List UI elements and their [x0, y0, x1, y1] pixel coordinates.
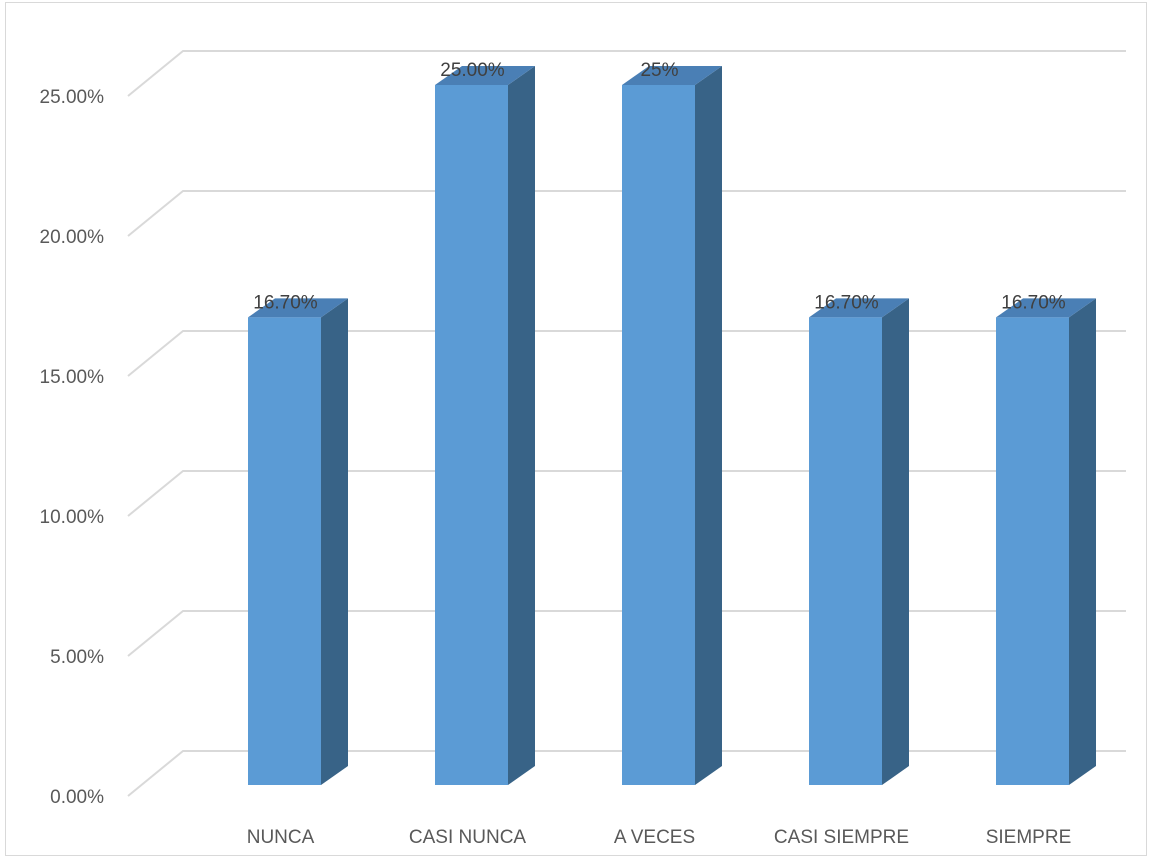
data-label: 25.00% [440, 60, 505, 81]
bar-side-face [695, 66, 722, 785]
x-category-label: SIEMPRE [986, 827, 1072, 848]
data-label: 16.70% [1001, 292, 1066, 313]
data-label: 25% [640, 60, 678, 81]
bar [996, 298, 1096, 785]
y-tick-label: 25.00% [40, 87, 105, 108]
bar-side-face [321, 298, 348, 785]
x-category-label: CASI SIEMPRE [774, 827, 909, 848]
bars [248, 66, 1096, 785]
y-axis-ticks: 0.00% 5.00% 10.00% 15.00% 20.00% 25.00% [40, 87, 105, 808]
chart-area: 0.00% 5.00% 10.00% 15.00% 20.00% 25.00% 16.70… [5, 2, 1147, 856]
bar-front-face [622, 85, 695, 785]
data-label: 16.70% [814, 292, 879, 313]
y-tick-label: 10.00% [40, 507, 105, 528]
bar [622, 66, 722, 785]
x-category-label: NUNCA [247, 827, 315, 848]
bar-chart-svg: 0.00% 5.00% 10.00% 15.00% 20.00% 25.00% 16.70… [6, 3, 1146, 855]
y-tick-label: 20.00% [40, 227, 105, 248]
x-category-label: CASI NUNCA [409, 827, 527, 848]
bar-front-face [809, 317, 882, 785]
bar-side-face [508, 66, 535, 785]
bar [435, 66, 535, 785]
x-axis-categories: NUNCA CASI NUNCA A VECES CASI SIEMPRE SIEMPR… [247, 827, 1072, 848]
y-tick-label: 0.00% [50, 787, 104, 808]
bar-side-face [1069, 298, 1096, 785]
bar [809, 298, 909, 785]
data-label: 16.70% [253, 292, 318, 313]
y-tick-label: 15.00% [40, 367, 105, 388]
bar-front-face [248, 317, 321, 785]
bar-front-face [435, 85, 508, 785]
bar [248, 298, 348, 785]
x-category-label: A VECES [614, 827, 695, 848]
bar-side-face [882, 298, 909, 785]
bar-front-face [996, 317, 1069, 785]
y-tick-label: 5.00% [50, 647, 104, 668]
